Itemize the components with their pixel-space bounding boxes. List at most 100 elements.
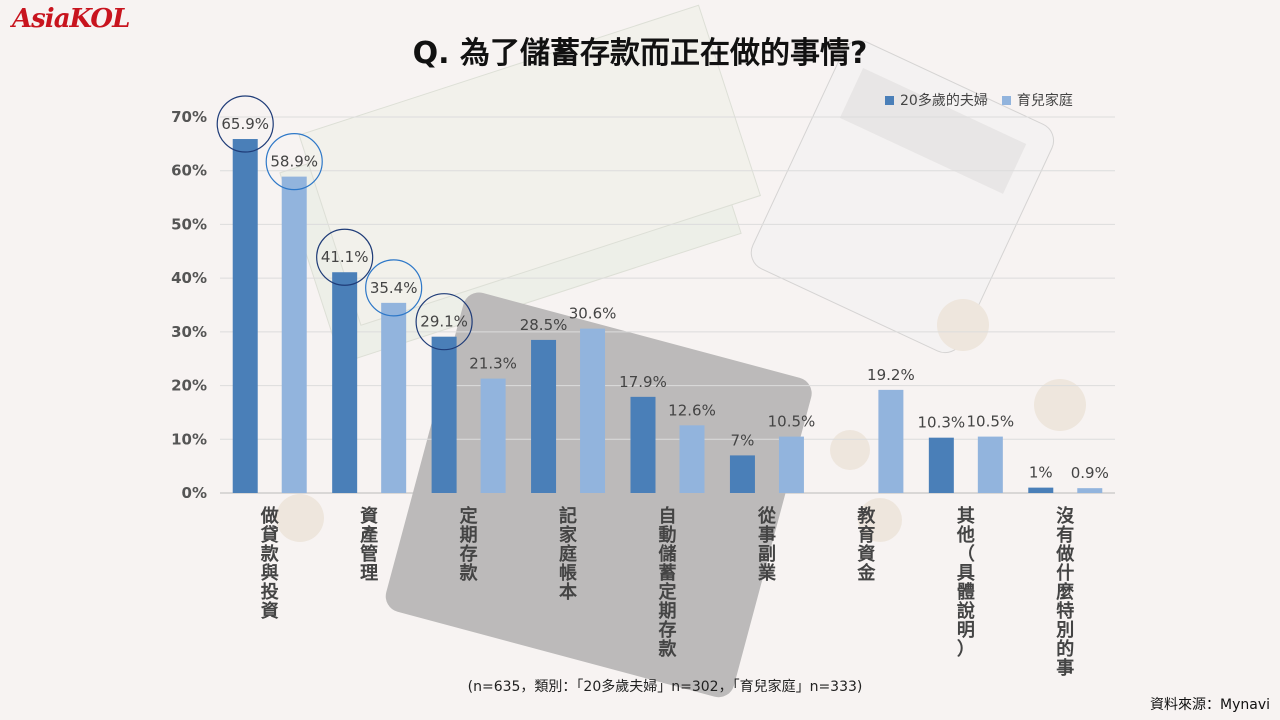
- x-tick-label: 庭: [559, 543, 577, 565]
- data-label: 7%: [731, 431, 755, 449]
- x-tick-label: 自: [659, 505, 677, 527]
- data-label: 19.2%: [867, 366, 915, 384]
- bar: [580, 328, 606, 493]
- y-tick-label: 30%: [171, 323, 207, 341]
- x-tick-label: 動: [659, 524, 677, 546]
- x-tick-label: 資: [857, 544, 875, 565]
- highlight-circle: [265, 133, 323, 191]
- bar: [381, 302, 407, 493]
- data-label: 10.3%: [918, 414, 966, 432]
- data-label: 65.9%: [221, 115, 269, 133]
- x-tick-label: 教: [857, 505, 876, 527]
- x-tick-label: 做: [260, 505, 280, 527]
- x-tick-label: 沒: [1056, 505, 1075, 527]
- x-tick-label: 產: [360, 524, 378, 546]
- x-tick-label: 的: [1056, 638, 1074, 660]
- x-tick-label: 有: [1056, 524, 1074, 546]
- x-tick-label: （: [957, 544, 975, 565]
- bar: [332, 272, 358, 493]
- x-tick-label: 存: [460, 543, 478, 565]
- bar: [1077, 488, 1103, 493]
- x-tick-label: 款: [261, 543, 280, 565]
- bar: [232, 139, 258, 493]
- legend-swatch-series-1: [885, 95, 894, 105]
- data-label: 10.5%: [967, 413, 1015, 431]
- bar: [431, 336, 457, 493]
- x-tick-label: 他: [956, 524, 975, 546]
- x-tick-label: 資: [261, 601, 279, 622]
- x-tick-label: 本: [559, 581, 577, 603]
- x-tick-label: 具: [957, 563, 975, 584]
- legend-label-series-1: 20多歲的夫婦: [900, 93, 988, 109]
- x-tick-label: 育: [857, 524, 875, 546]
- highlight-circle: [216, 95, 274, 153]
- x-tick-label: 做: [1055, 543, 1075, 565]
- y-tick-label: 50%: [171, 215, 207, 233]
- bar: [480, 378, 506, 493]
- y-tick-label: 70%: [171, 108, 207, 126]
- x-tick-label: 貸: [261, 524, 279, 546]
- x-tick-label: 家: [559, 524, 578, 546]
- x-tick-label: 麼: [1056, 581, 1074, 603]
- data-label: 35.4%: [370, 279, 418, 297]
- data-label: 41.1%: [321, 248, 369, 266]
- x-tick-label: 款: [659, 638, 678, 660]
- brand-logo: AsiaKOL: [12, 4, 130, 34]
- y-tick-label: 20%: [171, 377, 207, 395]
- y-tick-label: 40%: [171, 269, 207, 287]
- bar: [630, 396, 656, 493]
- bar: [531, 339, 557, 493]
- x-tick-label: 從: [757, 505, 776, 527]
- data-label: 17.9%: [619, 373, 667, 391]
- bar: [878, 389, 904, 493]
- y-tick-label: 10%: [171, 430, 207, 448]
- x-tick-label: 其: [957, 506, 975, 527]
- y-tick-label: 0%: [182, 484, 207, 502]
- data-label: 12.6%: [668, 401, 716, 419]
- bar: [977, 436, 1003, 493]
- legend-item-series-1: 20多歲的夫婦: [885, 90, 988, 110]
- x-tick-label: 定: [460, 505, 478, 527]
- x-tick-label: 期: [460, 525, 478, 546]
- bar: [1028, 487, 1054, 493]
- bar: [281, 176, 307, 493]
- chart-legend: 20多歲的夫婦 育兒家庭: [885, 90, 1073, 110]
- bar: [778, 436, 804, 493]
- legend-label-series-2: 育兒家庭: [1016, 93, 1073, 109]
- x-tick-label: 明: [957, 620, 975, 641]
- x-tick-label: 理: [360, 563, 378, 584]
- data-label: 28.5%: [520, 316, 568, 334]
- x-tick-label: 記: [559, 505, 577, 527]
- x-tick-label: 與: [261, 562, 279, 584]
- x-tick-label: 說: [957, 600, 975, 622]
- x-tick-label: 業: [757, 562, 777, 584]
- legend-swatch-series-2: [1001, 95, 1011, 105]
- highlight-circle: [365, 259, 423, 317]
- x-tick-label: 金: [856, 562, 876, 584]
- data-label: 30.6%: [569, 305, 617, 323]
- data-label: 10.5%: [768, 413, 816, 431]
- x-tick-label: 別: [1056, 620, 1074, 641]
- x-tick-label: 管: [360, 543, 378, 565]
- legend-item-series-2: 育兒家庭: [1001, 90, 1073, 110]
- x-tick-label: 期: [659, 601, 677, 622]
- source-credit: 資料來源：Mynavi: [1150, 697, 1270, 713]
- x-tick-label: 儲: [659, 543, 677, 565]
- data-label: 0.9%: [1071, 464, 1109, 482]
- x-tick-label: 投: [261, 581, 279, 603]
- x-tick-label: 蓄: [659, 563, 677, 584]
- chart-title: Q. 為了儲蓄存款而正在做的事情?: [412, 36, 868, 71]
- highlight-circle: [415, 293, 473, 351]
- y-tick-label: 60%: [171, 162, 207, 180]
- data-label: 21.3%: [469, 355, 517, 373]
- x-tick-label: 事: [1056, 657, 1074, 679]
- x-tick-label: 副: [758, 544, 776, 565]
- sample-note: (n=635，類別：「20多歲夫婦」n=302，「育兒家庭」n=333): [467, 679, 863, 695]
- x-tick-label: 資: [360, 506, 378, 527]
- x-tick-label: 體: [957, 582, 975, 603]
- x-tick-label: 事: [758, 524, 776, 546]
- bar: [729, 455, 755, 493]
- x-tick-label: ）: [957, 639, 975, 660]
